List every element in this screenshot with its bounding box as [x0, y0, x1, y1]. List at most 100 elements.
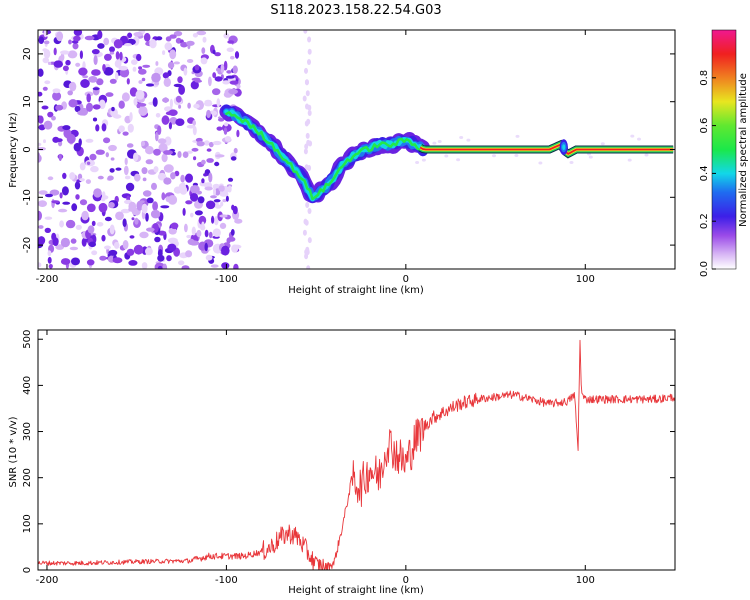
- spectrogram-noise-blob: [157, 138, 167, 144]
- spectrogram-noise-blob: [118, 100, 125, 109]
- spectrogram-noise-blob: [79, 178, 85, 182]
- spectrogram-marks: [38, 30, 674, 269]
- spectrogram-noise-blob: [105, 152, 110, 158]
- spectrogram-noise-blob: [514, 154, 519, 157]
- spectrogram-noise-blob: [163, 77, 171, 87]
- spectrogram-noise-blob: [186, 59, 194, 63]
- spectrogram-noise-blob: [44, 80, 51, 85]
- spectrogram-noise-blob: [143, 32, 151, 42]
- spectrogram-noise-blob: [234, 51, 240, 59]
- spectrogram-noise-blob: [133, 32, 143, 37]
- spectrogram-noise-blob: [113, 114, 122, 119]
- spectrogram-noise-blob: [101, 191, 106, 199]
- spectrogram-noise-blob: [108, 144, 117, 152]
- spectrogram-noise-blob: [211, 215, 215, 224]
- spectrogram-noise-blob: [305, 202, 310, 208]
- spectrogram-noise-blob: [210, 264, 219, 268]
- spectrogram-noise-blob: [73, 142, 82, 152]
- spectrogram-noise-blob: [126, 248, 135, 256]
- spectrogram-noise-blob: [125, 182, 135, 192]
- spectrogram-noise-blob: [97, 175, 104, 180]
- spectrogram-noise-blob: [38, 142, 42, 147]
- spectrogram-noise-blob: [154, 236, 161, 243]
- spectrogram-noise-blob: [185, 250, 193, 258]
- spectrogram-noise-blob: [173, 83, 183, 88]
- spectrogram-noise-blob: [146, 227, 155, 232]
- spectrogram-noise-blob: [432, 141, 437, 145]
- spectrogram-noise-blob: [637, 137, 641, 141]
- spectrogram-noise-blob: [228, 88, 239, 95]
- spectrogram-noise-blob: [208, 141, 214, 148]
- spectrogram-noise-blob: [101, 197, 106, 202]
- spectrogram-noise-blob: [74, 105, 81, 113]
- spectrogram-noise-blob: [223, 60, 228, 71]
- spectrogram-noise-blob: [154, 81, 160, 86]
- spectrogram-noise-blob: [118, 65, 128, 71]
- spectrogram-noise-blob: [56, 138, 63, 143]
- spectrogram-noise-blob: [181, 265, 190, 269]
- spectrogram-noise-blob: [145, 247, 153, 256]
- snr-y-tick-label: 500: [22, 330, 33, 349]
- spectrogram-noise-blob: [492, 154, 496, 158]
- spectrogram-noise-blob: [95, 149, 105, 155]
- snr-x-label: Height of straight line (km): [288, 585, 424, 596]
- spectrogram-noise-blob: [90, 165, 99, 173]
- spectrogram-noise-blob: [456, 158, 461, 162]
- spectrogram-noise-blob: [232, 65, 238, 74]
- spectrogram-noise-blob: [44, 216, 53, 220]
- spectrogram-noise-blob: [226, 70, 232, 74]
- spectrogram-y-tick-label: 20: [22, 48, 33, 61]
- spectrogram-noise-blob: [158, 143, 168, 153]
- spectrogram-noise-blob: [153, 166, 159, 173]
- spectrogram-noise-blob: [56, 31, 64, 42]
- snr-x-tick-label: -200: [36, 575, 59, 586]
- spectrogram-noise-blob: [161, 115, 170, 125]
- spectrogram-noise-blob: [218, 118, 225, 122]
- spectrogram-noise-blob: [127, 123, 134, 133]
- spectrogram-noise-blob: [214, 52, 221, 57]
- spectrogram-noise-blob: [131, 59, 138, 65]
- spectrogram-noise-blob: [538, 161, 543, 165]
- spectrogram-noise-blob: [206, 109, 211, 119]
- spectrogram-noise-blob: [47, 176, 54, 181]
- colorbar-label: Normalized spectral amplitude: [738, 73, 749, 227]
- spectrogram-noise-blob: [70, 238, 77, 244]
- spectrogram-noise-blob: [113, 39, 123, 49]
- spectrogram-noise-blob: [157, 265, 163, 269]
- spectrogram-noise-blob: [115, 167, 122, 171]
- spectrogram-noise-blob: [145, 159, 154, 165]
- spectrogram-noise-blob: [59, 50, 70, 55]
- spectrogram-noise-blob: [200, 57, 208, 65]
- spectrogram-y-label: Frequency (Hz): [8, 112, 19, 188]
- spectrogram-noise-blob: [198, 215, 207, 225]
- spectrogram-noise-blob: [212, 49, 216, 55]
- spectrogram-noise-blob: [60, 258, 71, 265]
- spectrogram-noise-blob: [221, 262, 230, 269]
- spectrogram-noise-blob: [162, 263, 168, 269]
- snr-series-line: [38, 339, 675, 570]
- spectrogram-noise-blob: [153, 148, 161, 156]
- spectrogram-noise-blob: [111, 106, 115, 112]
- spectrogram-noise-blob: [112, 257, 123, 264]
- spectrogram-noise-blob: [152, 223, 159, 233]
- spectrogram-noise-blob: [44, 227, 51, 233]
- spectrogram-noise-blob: [129, 235, 135, 239]
- colorbar-gradient: [711, 29, 737, 270]
- spectrogram-noise-blob: [216, 98, 221, 108]
- snr-x-tick-label: 0: [403, 575, 409, 586]
- spectrogram-noise-blob: [79, 162, 86, 171]
- spectrogram-noise-blob: [155, 36, 163, 41]
- spectrogram-noise-blob: [103, 67, 114, 76]
- spectrogram-noise-blob: [229, 80, 239, 85]
- spectrogram-blob: [562, 144, 566, 150]
- spectrogram-noise-blob: [82, 75, 89, 79]
- spectrogram-noise-blob: [600, 142, 605, 146]
- spectrogram-noise-blob: [177, 151, 182, 158]
- spectrogram-noise-blob: [38, 200, 47, 207]
- spectrogram-x-tick-label: 100: [576, 274, 595, 285]
- spectrogram-noise-blob: [58, 153, 62, 161]
- spectrogram-noise-blob: [128, 260, 138, 266]
- spectrogram-noise-blob: [93, 188, 102, 198]
- spectrogram-noise-blob: [140, 140, 146, 147]
- spectrogram-noise-blob: [306, 139, 311, 146]
